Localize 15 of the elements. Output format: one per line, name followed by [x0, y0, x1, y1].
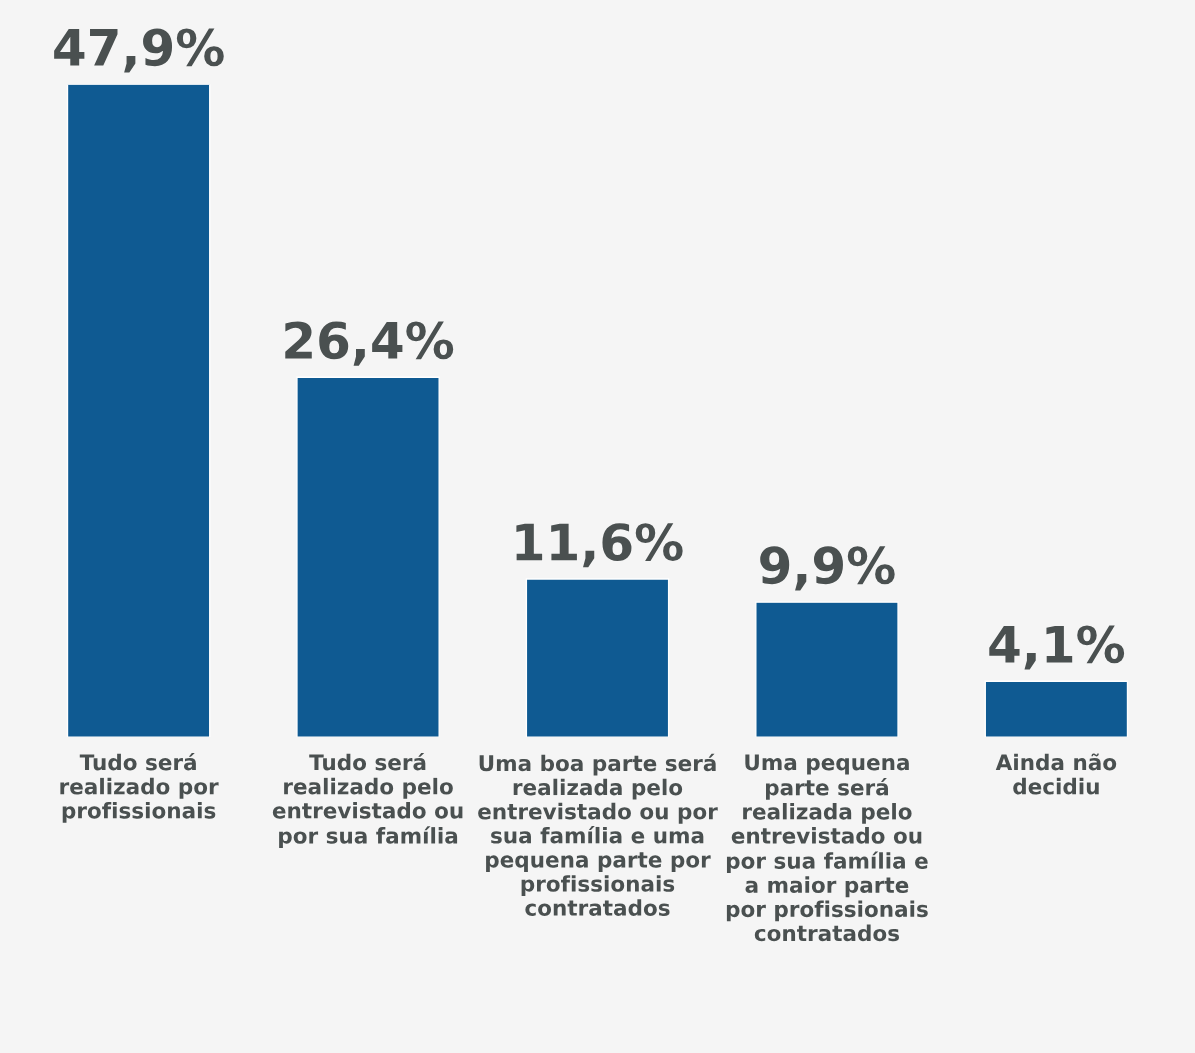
- data-label: 26,4%: [285, 321, 454, 366]
- bar: [984, 680, 1129, 738]
- x-tick-label: Tudo será realizado por profissionais: [60, 752, 219, 823]
- x-tick-label: Uma boa parte será realizada pelo entrevistado ou por sua família e uma pequena parte por profissionais contratados: [478, 753, 718, 916]
- data-label: 4,1%: [989, 625, 1125, 670]
- bar: [755, 601, 899, 738]
- x-tick-label: Tudo será realizado pelo entrevistado ou por sua família: [272, 752, 463, 848]
- data-label: 47,9%: [54, 28, 224, 73]
- data-label: 11,6%: [516, 523, 683, 568]
- bar: [66, 84, 211, 738]
- x-tick-label: Ainda não decidiu: [995, 753, 1117, 795]
- bar: [525, 578, 670, 738]
- x-tick-label: Uma pequena parte será realizada pelo entrevistado ou por sua família e a maior parte por profissionais contratados: [726, 754, 928, 942]
- bar: [296, 376, 440, 738]
- data-label: 9,9%: [760, 546, 895, 591]
